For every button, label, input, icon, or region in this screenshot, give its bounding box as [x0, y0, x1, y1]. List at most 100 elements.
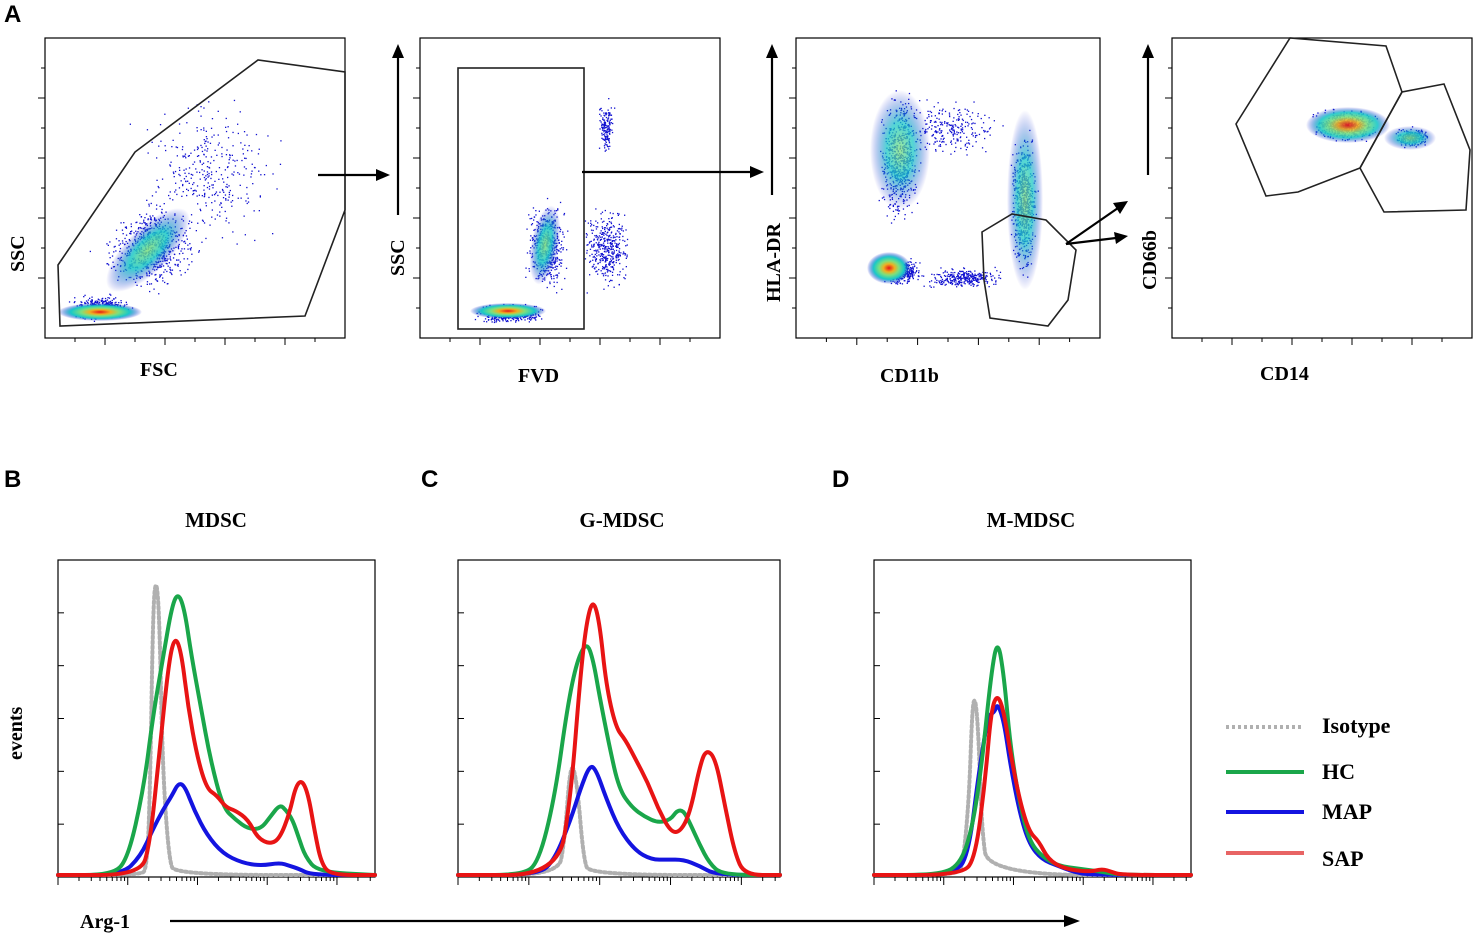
event-dot — [966, 279, 968, 281]
event-dot — [528, 214, 530, 216]
gating-plot-fsc-ssc: FSC SSC — [7, 37, 346, 381]
event-dot — [912, 276, 914, 278]
event-dot — [225, 186, 227, 188]
event-dot — [120, 300, 122, 302]
event-dot — [258, 170, 260, 172]
event-dot — [936, 279, 938, 282]
event-dot — [495, 321, 497, 323]
event-dot — [596, 236, 599, 238]
plot-frame — [419, 37, 721, 339]
event-dot — [599, 243, 601, 246]
event-dot — [558, 259, 560, 261]
event-dot — [608, 251, 610, 253]
event-dot — [956, 277, 958, 280]
event-dot — [596, 250, 598, 252]
event-dot — [529, 250, 531, 252]
event-dot — [231, 154, 233, 156]
event-dot — [612, 266, 614, 268]
event-dot — [589, 261, 591, 263]
event-dot — [486, 321, 488, 323]
event-dot — [608, 126, 610, 128]
event-dot — [966, 109, 968, 111]
event-dot — [981, 127, 983, 129]
event-dot — [594, 235, 596, 237]
event-dot — [946, 271, 948, 273]
event-dot — [241, 159, 243, 162]
event-dot — [928, 116, 930, 118]
event-dot — [191, 221, 193, 223]
event-dot — [970, 127, 973, 129]
event-dot — [615, 249, 618, 252]
density-cluster — [470, 303, 546, 319]
event-dot — [913, 274, 915, 276]
event-dot — [164, 269, 166, 271]
event-dot — [593, 239, 595, 241]
event-dot — [200, 144, 202, 147]
event-dot — [611, 129, 613, 131]
event-dot — [171, 273, 173, 276]
event-dot — [129, 232, 131, 235]
event-dot — [602, 138, 604, 140]
event-dot — [608, 139, 610, 141]
event-dot — [556, 275, 559, 277]
event-dot — [911, 275, 914, 277]
event-dot — [999, 271, 1002, 273]
event-dot — [622, 251, 625, 253]
event-dot — [192, 174, 194, 176]
event-dot — [985, 274, 987, 277]
event-dot — [886, 215, 888, 217]
event-dot — [563, 212, 566, 215]
event-dot — [232, 174, 235, 176]
event-dot — [546, 286, 548, 289]
event-dot — [979, 278, 981, 280]
event-dot — [605, 259, 607, 262]
event-dot — [953, 281, 956, 283]
event-dot — [606, 124, 608, 127]
event-dot — [918, 272, 920, 274]
event-dot — [953, 117, 955, 119]
event-dot — [612, 212, 614, 215]
event-dot — [595, 271, 597, 273]
event-dot — [98, 299, 100, 301]
event-dot — [957, 284, 959, 286]
event-dot — [946, 279, 948, 281]
event-dot — [150, 283, 153, 285]
event-dot — [253, 166, 256, 169]
event-dot — [205, 145, 207, 147]
event-dot — [158, 187, 160, 189]
event-dot — [910, 270, 913, 272]
event-dot — [229, 154, 231, 156]
event-dot — [942, 150, 944, 152]
event-dot — [183, 258, 185, 260]
event-dot — [608, 113, 610, 115]
event-dot — [535, 210, 537, 212]
event-dot — [923, 275, 925, 277]
event-dot — [605, 256, 607, 259]
event-dot — [608, 142, 611, 144]
event-dot — [111, 302, 114, 304]
event-dot — [104, 297, 107, 300]
event-dot — [528, 268, 530, 270]
event-dot — [601, 272, 603, 275]
event-dot — [204, 193, 206, 196]
event-dot — [603, 145, 606, 147]
event-dot — [940, 281, 943, 284]
event-dot — [943, 274, 946, 277]
event-dot — [493, 321, 496, 324]
event-dot — [940, 267, 942, 269]
event-dot — [272, 233, 274, 235]
y-axis-label: SSC — [7, 235, 29, 272]
event-dot — [605, 131, 607, 134]
event-dot — [208, 172, 210, 175]
event-dot — [586, 252, 588, 254]
event-dot — [150, 216, 152, 219]
event-dot — [204, 149, 206, 151]
event-dot — [604, 257, 606, 259]
density-cluster — [529, 205, 561, 285]
event-dot — [536, 221, 538, 223]
event-dot — [245, 168, 247, 170]
event-dot — [179, 174, 181, 177]
event-dot — [561, 259, 563, 261]
event-dot — [211, 216, 213, 218]
event-dot — [967, 273, 969, 275]
